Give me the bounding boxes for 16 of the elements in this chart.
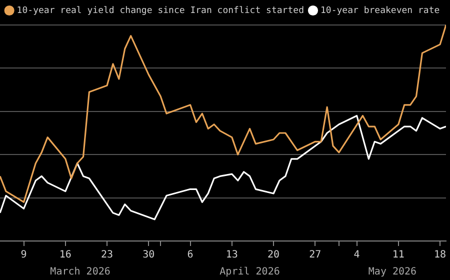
legend-label: 10-year real yield change since Iran conflict started xyxy=(16,6,304,16)
text: May 2026 xyxy=(368,266,417,278)
x-tick-label: 13 xyxy=(226,250,238,261)
x-tick-label: 4 xyxy=(354,250,360,261)
x-tick-label: 11 xyxy=(392,250,404,261)
legend-label: 10-year breakeven rate xyxy=(320,6,440,16)
x-tick-label: 16 xyxy=(59,250,72,261)
text: April 2026 xyxy=(220,266,280,278)
x-tick-label: 23 xyxy=(101,250,114,261)
x-tick-label: 18 xyxy=(434,250,446,261)
x-tick-label: 30 xyxy=(142,250,155,261)
x-tick-label: 6 xyxy=(187,250,194,261)
text: March 2026 xyxy=(50,266,110,278)
x-tick-label: 9 xyxy=(20,250,27,261)
x-tick-label: 27 xyxy=(309,250,322,261)
x-tick-label: 20 xyxy=(268,250,280,261)
